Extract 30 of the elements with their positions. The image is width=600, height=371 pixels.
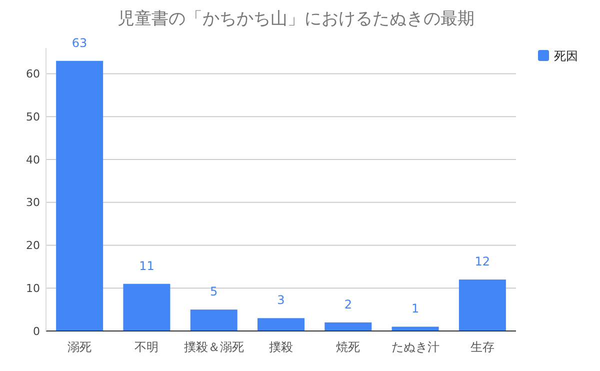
data-label: 1 xyxy=(411,302,420,316)
y-tick-label: 60 xyxy=(26,68,40,81)
data-label: 11 xyxy=(139,258,154,273)
y-tick-label: 20 xyxy=(26,239,40,252)
y-tick-label: 10 xyxy=(26,282,40,295)
legend-label: 死因 xyxy=(554,49,578,64)
bar xyxy=(123,284,170,331)
bar xyxy=(56,60,104,331)
x-tick-label: 撲殺＆溺死 xyxy=(184,340,244,354)
x-tick-label: たぬき汁 xyxy=(391,340,440,354)
chart-title: 児童書の「かちかち山」におけるたぬきの最期 xyxy=(118,9,474,29)
data-label: 63 xyxy=(72,36,88,50)
bar xyxy=(324,322,372,331)
x-tick-label: 不明 xyxy=(134,340,159,354)
y-tick-label: 0 xyxy=(33,324,40,338)
y-tick-label: 40 xyxy=(26,153,40,166)
bar xyxy=(458,280,506,331)
bar xyxy=(190,310,238,331)
data-label: 2 xyxy=(344,297,352,312)
data-label: 12 xyxy=(474,254,490,269)
x-tick-label: 焼死 xyxy=(336,340,360,354)
y-tick-label: 50 xyxy=(26,110,40,124)
bar xyxy=(258,318,304,331)
x-tick-label: 生存 xyxy=(470,340,494,354)
x-tick-label: 溺死 xyxy=(68,340,92,354)
x-tick-label: 撲殺 xyxy=(269,340,293,354)
data-label: 5 xyxy=(210,284,218,299)
bar xyxy=(392,326,439,331)
data-label: 3 xyxy=(277,293,285,308)
y-tick-label: 30 xyxy=(26,196,40,210)
